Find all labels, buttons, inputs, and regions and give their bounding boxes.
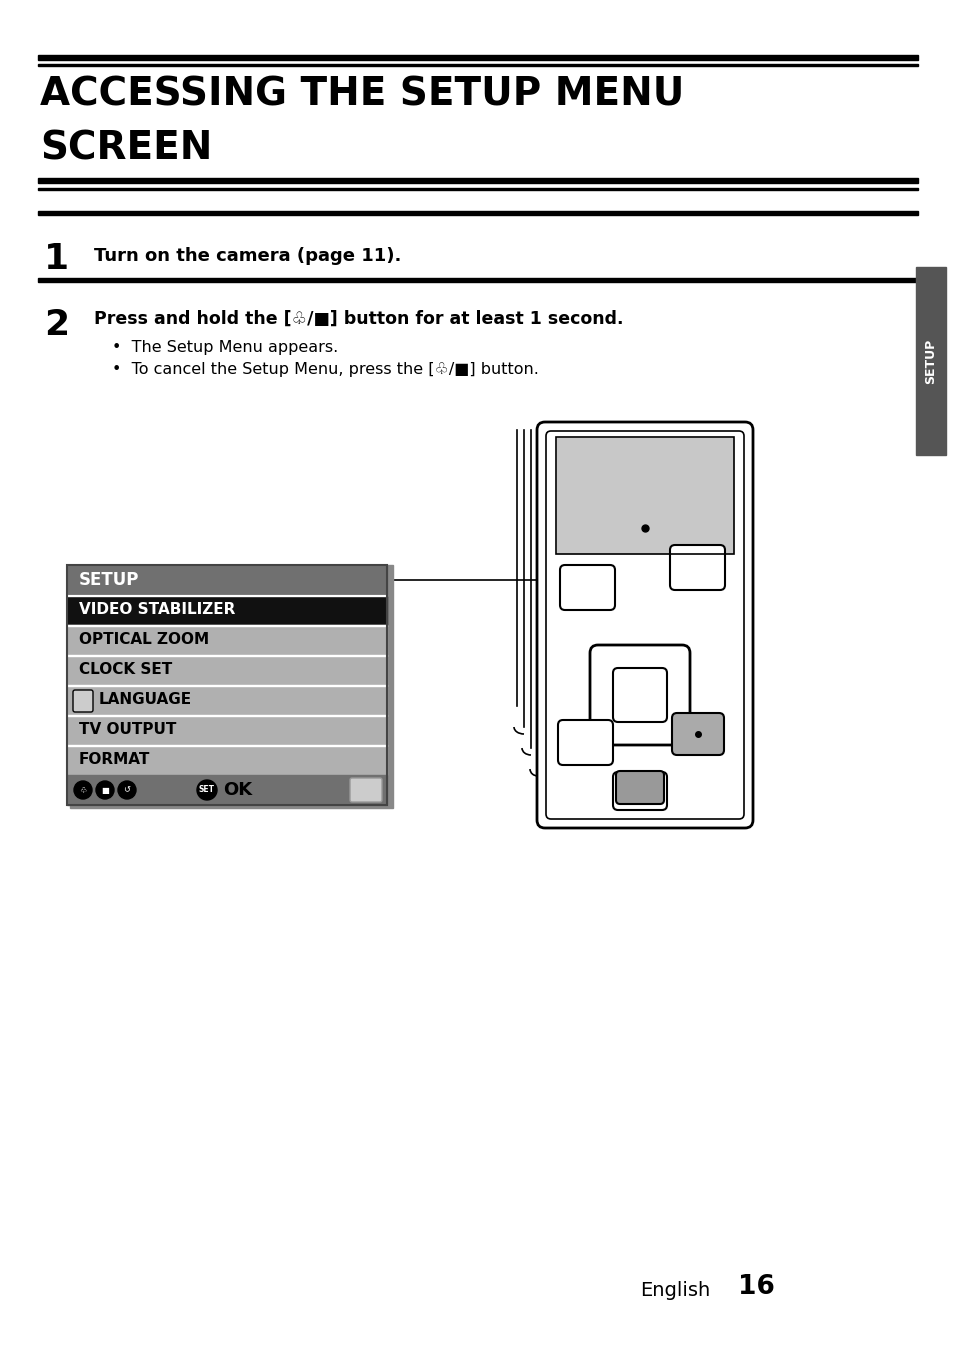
Text: ACCESSING THE SETUP MENU: ACCESSING THE SETUP MENU: [40, 75, 683, 113]
FancyBboxPatch shape: [545, 430, 743, 819]
Bar: [38, 178, 917, 183]
Bar: [67, 655, 387, 685]
Text: 16: 16: [738, 1274, 774, 1301]
Circle shape: [74, 781, 91, 799]
FancyBboxPatch shape: [613, 668, 666, 722]
Bar: [38, 188, 917, 190]
Bar: [38, 211, 917, 215]
Text: SETUP: SETUP: [923, 339, 937, 383]
Text: OK: OK: [223, 781, 252, 799]
FancyBboxPatch shape: [73, 690, 92, 712]
FancyBboxPatch shape: [589, 646, 689, 745]
FancyBboxPatch shape: [350, 777, 381, 802]
FancyBboxPatch shape: [669, 545, 724, 590]
Bar: [556, 437, 733, 554]
Text: Turn on the camera (page 11).: Turn on the camera (page 11).: [94, 247, 401, 265]
Text: TV OUTPUT: TV OUTPUT: [79, 722, 176, 737]
Text: FORMAT: FORMAT: [79, 752, 151, 768]
Bar: [38, 65, 917, 66]
Bar: [67, 716, 387, 745]
FancyBboxPatch shape: [613, 772, 666, 810]
Bar: [915, 268, 945, 455]
Text: •  The Setup Menu appears.: • The Setup Menu appears.: [112, 340, 338, 355]
Bar: [67, 685, 387, 716]
Circle shape: [96, 781, 113, 799]
FancyBboxPatch shape: [671, 713, 723, 755]
Text: ♧: ♧: [79, 785, 87, 795]
Text: English: English: [639, 1280, 709, 1301]
Bar: [67, 594, 387, 625]
Text: VIDEO STABILIZER: VIDEO STABILIZER: [79, 603, 235, 617]
Bar: [67, 565, 387, 806]
Bar: [70, 565, 393, 808]
Circle shape: [118, 781, 136, 799]
Text: 1: 1: [44, 242, 69, 276]
Text: SETUP: SETUP: [79, 572, 139, 589]
Bar: [67, 625, 387, 655]
Text: Press and hold the [♧/■] button for at least 1 second.: Press and hold the [♧/■] button for at l…: [94, 309, 623, 328]
Bar: [67, 745, 387, 775]
Bar: [67, 565, 387, 594]
Text: SCREEN: SCREEN: [40, 130, 213, 168]
FancyBboxPatch shape: [559, 565, 615, 611]
Text: CLOCK SET: CLOCK SET: [79, 663, 172, 678]
Circle shape: [196, 780, 216, 800]
Bar: [38, 55, 917, 61]
Text: [♧/■] button: [♧/■] button: [637, 810, 741, 824]
Text: LANGUAGE: LANGUAGE: [99, 693, 192, 707]
Text: 2: 2: [44, 308, 69, 342]
Text: •  To cancel the Setup Menu, press the [♧/■] button.: • To cancel the Setup Menu, press the [♧…: [112, 362, 538, 377]
FancyBboxPatch shape: [558, 720, 613, 765]
FancyBboxPatch shape: [537, 422, 752, 829]
Text: ■: ■: [101, 785, 109, 795]
FancyBboxPatch shape: [616, 771, 663, 804]
Text: ↺: ↺: [123, 785, 131, 795]
Text: OPTICAL ZOOM: OPTICAL ZOOM: [79, 632, 209, 647]
Bar: [38, 278, 917, 282]
Bar: [557, 438, 732, 553]
Bar: [67, 775, 387, 806]
Text: SET: SET: [199, 785, 214, 795]
